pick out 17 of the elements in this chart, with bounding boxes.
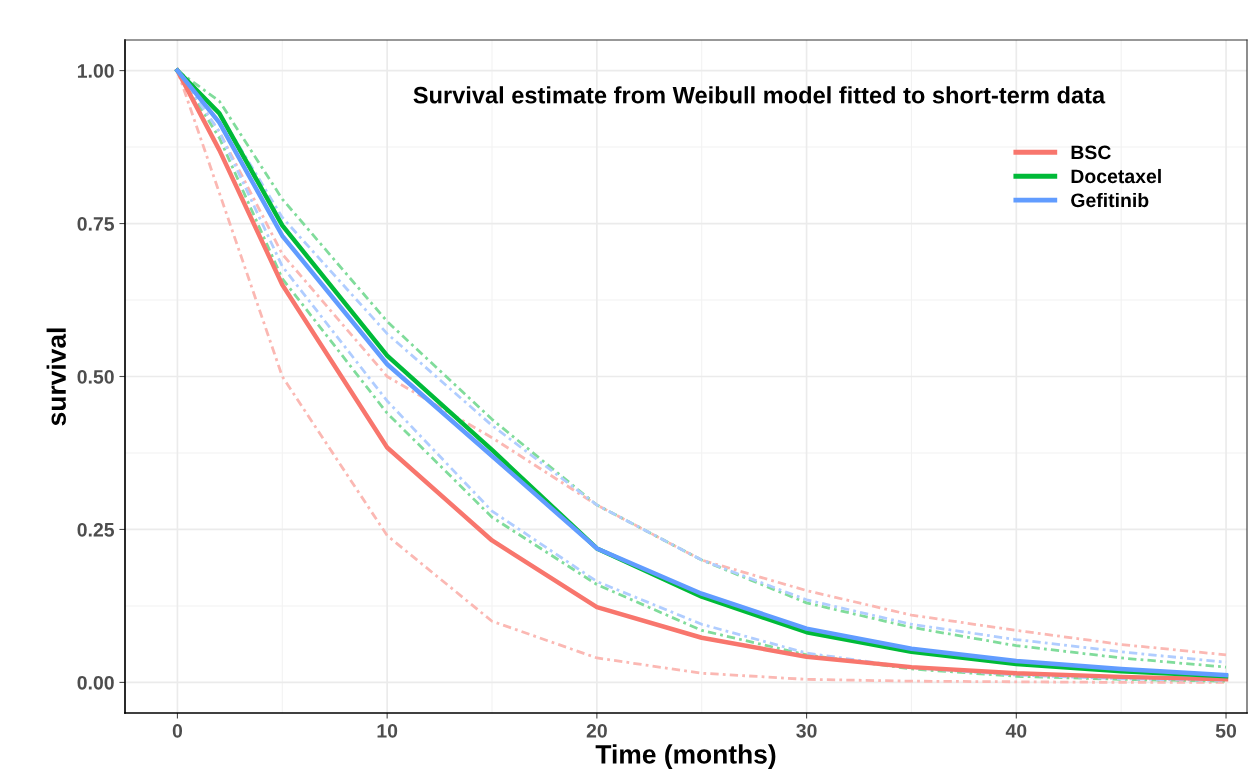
x-tick-label: 20 <box>586 723 607 738</box>
y-tick-label: 0.50 <box>77 369 114 384</box>
y-tick-label: 0.75 <box>77 217 115 231</box>
y-tick-label: 0.25 <box>77 522 115 537</box>
x-tick-label: 0 <box>172 723 183 738</box>
x-tick-label: 10 <box>377 723 398 738</box>
legend-label: Gefitinib <box>1071 192 1149 208</box>
x-tick-label: 50 <box>1215 723 1237 738</box>
y-tick-label: 0.00 <box>77 675 114 690</box>
x-axis-title: Time (months) <box>595 744 776 769</box>
legend-label: BSC <box>1071 145 1111 160</box>
legend-label: Docetaxel <box>1071 168 1161 184</box>
x-tick-label: 30 <box>796 723 817 738</box>
y-axis-title: survival <box>46 328 66 426</box>
y-tick-label: 1.00 <box>77 64 114 78</box>
x-tick-label: 40 <box>1005 723 1027 738</box>
text: Survival estimate from Weibull model fitted to short-term data <box>413 86 1106 104</box>
